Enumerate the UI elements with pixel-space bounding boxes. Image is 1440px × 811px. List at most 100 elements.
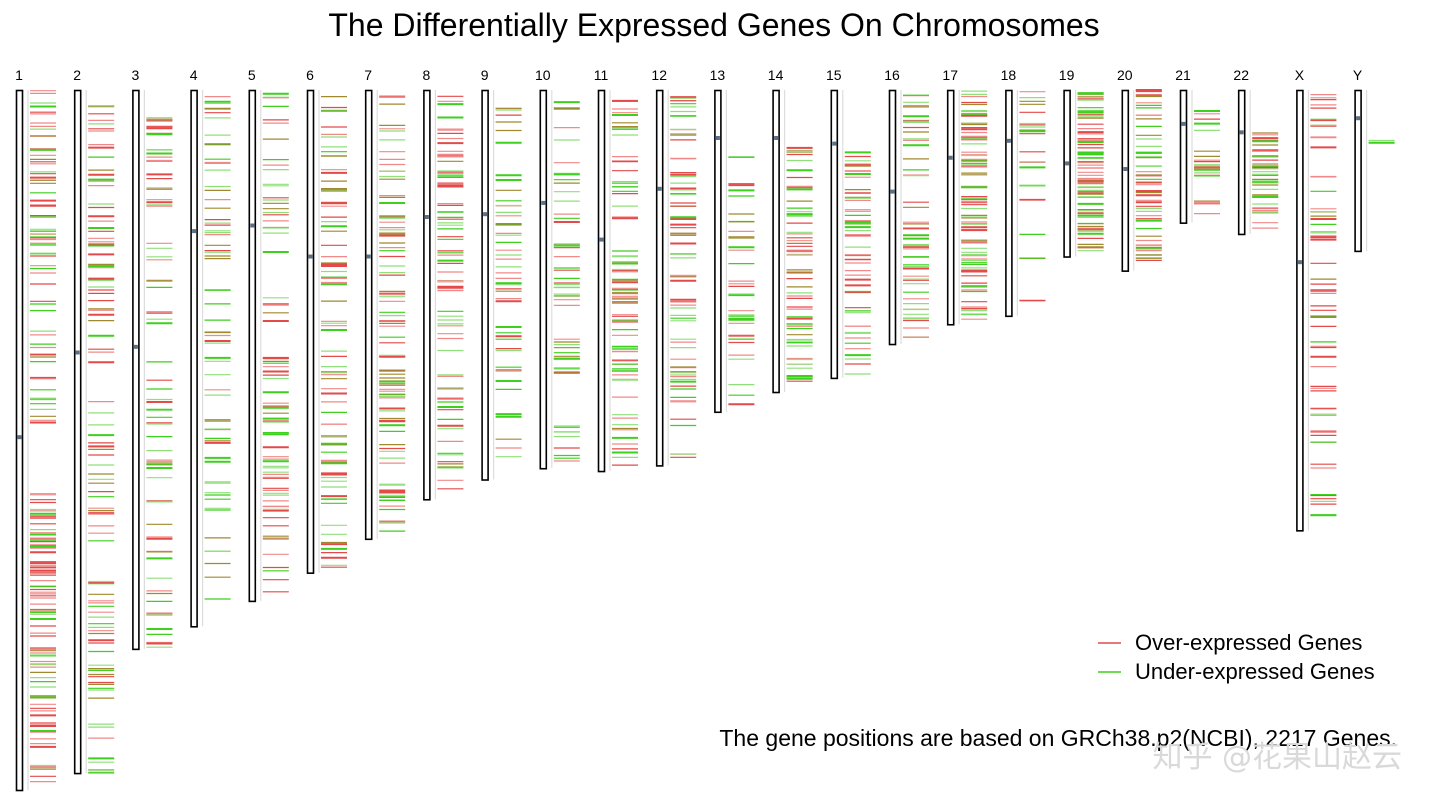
centromere-22: [1239, 130, 1244, 135]
chromosome-label-17: 17: [942, 67, 958, 83]
chromosome-bar-7: [364, 89, 373, 541]
chromosome-bar-17: [946, 89, 955, 326]
chromosome-label-9: 9: [481, 67, 489, 83]
chromosome-bar-12: [655, 89, 664, 467]
chromosome-X: X: [1295, 67, 1337, 532]
legend-label-over: Over-expressed Genes: [1135, 630, 1362, 655]
chromosome-6: 6: [306, 67, 347, 574]
legend: Over-expressed Genes Under-expressed Gene…: [1098, 630, 1375, 684]
chromosome-label-21: 21: [1175, 67, 1191, 83]
chromosome-bar-2: [73, 89, 82, 775]
chromosome-label-15: 15: [826, 67, 842, 83]
chromosome-8: 8: [423, 67, 464, 501]
chromosome-label-10: 10: [535, 67, 551, 83]
footnote-gene-source: The gene positions are based on GRCh38.p…: [719, 725, 1397, 751]
chart-title: The Differentially Expressed Genes On Ch…: [328, 7, 1099, 43]
centromere-21: [1181, 121, 1186, 126]
chromosome-label-4: 4: [190, 67, 198, 83]
chromosome-bar-18: [1005, 89, 1013, 318]
chromosome-20: 20: [1117, 67, 1162, 272]
chromosome-bar-14: [772, 89, 780, 394]
chromosome-bar-3: [132, 89, 140, 651]
chromosome-bar-22: [1237, 89, 1246, 236]
chromosome-label-12: 12: [651, 67, 667, 83]
chromosome-bar-20: [1121, 89, 1130, 272]
chromosome-label-3: 3: [132, 67, 140, 83]
centromere-2: [75, 350, 80, 355]
chromosome-13: 13: [710, 67, 755, 414]
centromere-6: [308, 254, 313, 259]
centromere-17: [948, 155, 953, 160]
chromosome-4: 4: [190, 67, 231, 628]
chromosome-bar-9: [481, 89, 489, 481]
chromosome-bar-10: [539, 89, 548, 470]
chromosome-bar-16: [888, 89, 897, 346]
chromosome-label-6: 6: [306, 67, 314, 83]
chromosome-5: 5: [248, 67, 289, 603]
chromosome-21: 21: [1175, 67, 1220, 224]
chromosome-17: 17: [942, 67, 988, 326]
centromere-7: [366, 254, 371, 259]
chromosome-bar-6: [306, 89, 315, 574]
chromosome-label-16: 16: [884, 67, 900, 83]
chromosome-label-7: 7: [364, 67, 372, 83]
chromosome-label-Y: Y: [1353, 67, 1363, 83]
chromosome-label-8: 8: [423, 67, 431, 83]
chromosome-track-group: 1 2 3 4 5 6 7 8 9 10 11 12 13 14 15 16 17 18 19 20 21 22 X Y: [15, 67, 1395, 792]
chromosome-label-22: 22: [1233, 67, 1249, 83]
chromosome-label-X: X: [1295, 67, 1305, 83]
legend-label-under: Under-expressed Genes: [1135, 659, 1375, 684]
chromosome-Y: Y: [1353, 67, 1395, 253]
centromere-8: [424, 215, 429, 220]
centromere-19: [1065, 161, 1070, 166]
chromosome-label-14: 14: [768, 67, 784, 83]
centromere-14: [774, 135, 779, 140]
chromosome-bar-X: [1296, 89, 1304, 532]
centromere-10: [541, 200, 546, 205]
chromosome-label-18: 18: [1001, 67, 1017, 83]
chromosome-bar-21: [1179, 89, 1188, 224]
chromosome-12: 12: [651, 67, 697, 467]
chromosome-16: 16: [884, 67, 929, 346]
chromosome-label-19: 19: [1059, 67, 1075, 83]
chromosome-10: 10: [535, 67, 580, 470]
chromosome-bar-19: [1063, 89, 1071, 258]
chromosome-9: 9: [481, 67, 522, 481]
chromosome-bar-8: [423, 89, 431, 501]
centromere-1: [17, 435, 22, 440]
centromere-4: [192, 229, 197, 234]
chromosome-label-2: 2: [73, 67, 81, 83]
centromere-Y: [1356, 116, 1361, 121]
chromosome-label-20: 20: [1117, 67, 1133, 83]
chromosome-2: 2: [73, 67, 115, 775]
centromere-3: [133, 344, 138, 349]
chromosome-bar-4: [190, 89, 198, 628]
chromosome-label-1: 1: [15, 67, 23, 83]
centromere-16: [890, 189, 895, 194]
centromere-9: [483, 212, 488, 217]
chromosome-3: 3: [132, 67, 173, 651]
chromosome-14: 14: [768, 67, 813, 394]
chromosome-bar-11: [597, 89, 606, 473]
centromere-11: [599, 237, 604, 242]
centromere-13: [715, 135, 720, 140]
centromere-15: [832, 141, 837, 146]
centromere-X: [1297, 260, 1302, 265]
chromosome-7: 7: [364, 67, 406, 541]
chromosome-label-11: 11: [594, 67, 609, 83]
chromosome-1: 1: [15, 67, 56, 792]
chromosome-label-13: 13: [710, 67, 726, 83]
centromere-5: [250, 223, 255, 228]
centromere-12: [657, 186, 662, 191]
chromosome-15: 15: [826, 67, 871, 380]
centromere-18: [1006, 138, 1011, 143]
chromosome-bar-5: [248, 89, 257, 603]
chromosome-bar-Y: [1354, 89, 1362, 253]
chromosome-11: 11: [594, 67, 638, 473]
chromosome-19: 19: [1059, 67, 1104, 258]
chromosome-18: 18: [1001, 67, 1046, 318]
chromosome-bar-15: [830, 89, 839, 380]
chromosome-bar-13: [714, 89, 722, 414]
centromere-20: [1123, 167, 1128, 172]
